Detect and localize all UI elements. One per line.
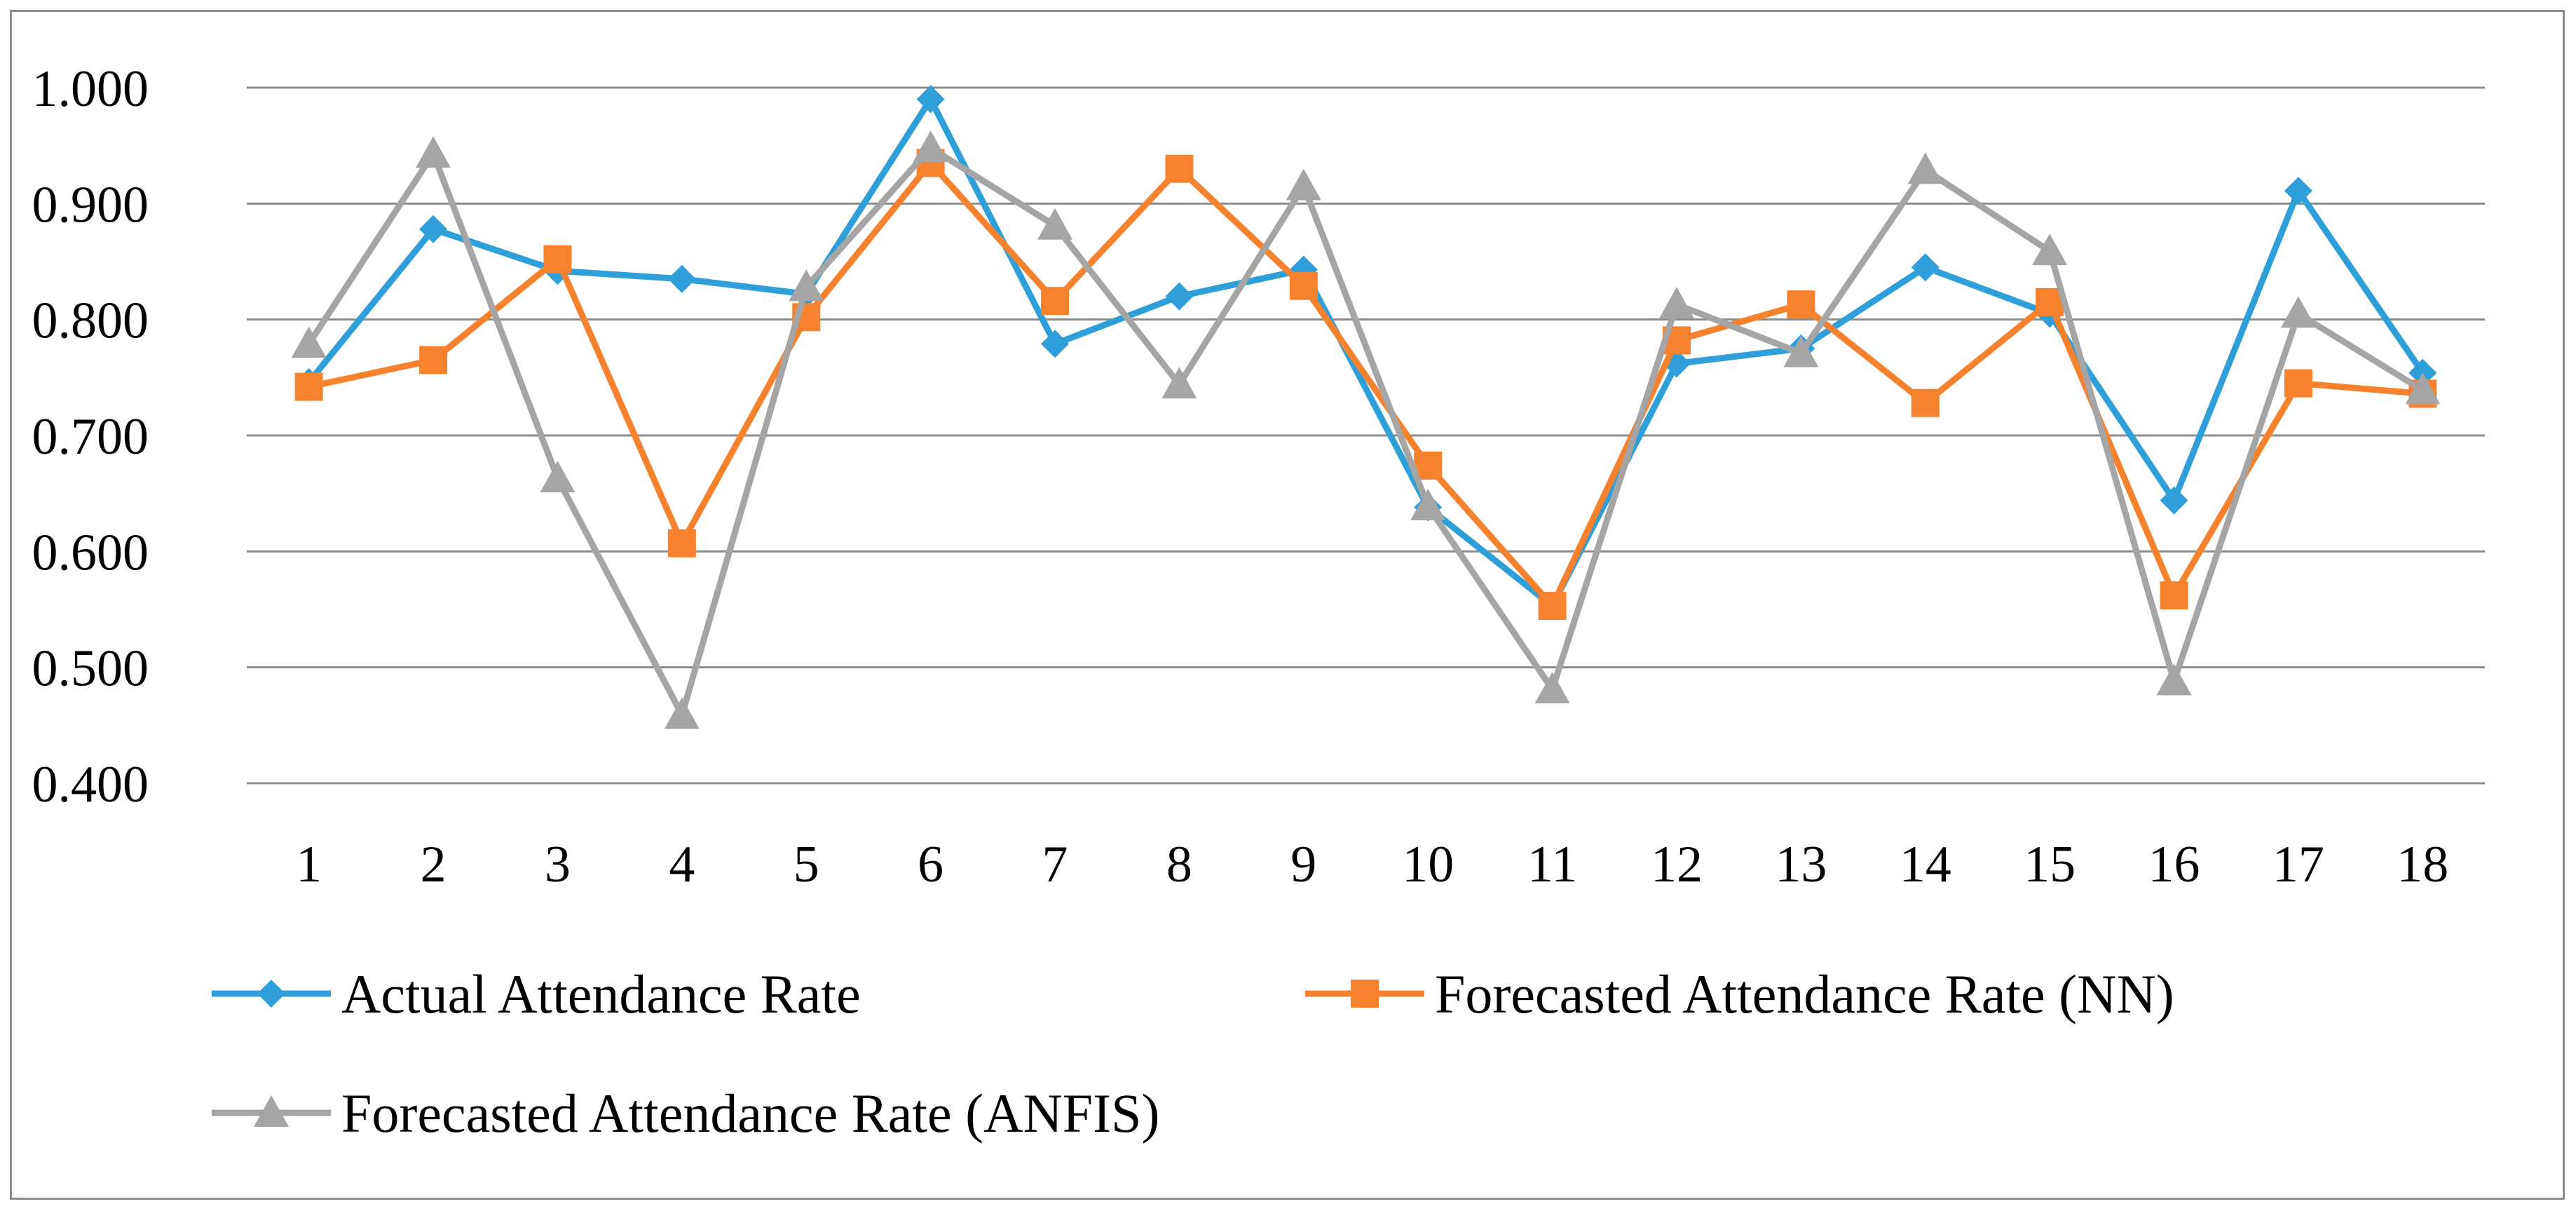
legend-marker xyxy=(257,980,285,1008)
series-lines xyxy=(291,85,2441,729)
x-tick-label: 4 xyxy=(669,836,695,893)
x-axis-ticks: 1 2 3 4 5 6 7 8 9 10 11 12 13 14 15 16 17 18 xyxy=(296,836,2448,893)
data-point xyxy=(667,264,696,293)
data-point xyxy=(1907,152,1943,184)
data-point xyxy=(1911,253,1940,282)
x-tick-label: 10 xyxy=(1402,836,1454,893)
data-point xyxy=(1037,208,1073,240)
data-point xyxy=(543,245,572,273)
x-tick-label: 17 xyxy=(2272,836,2324,893)
x-tick-label: 3 xyxy=(545,836,571,893)
data-point xyxy=(294,372,323,401)
x-tick-label: 18 xyxy=(2397,836,2448,893)
data-point xyxy=(1538,592,1567,621)
data-point xyxy=(540,461,575,493)
data-point xyxy=(1041,330,1070,358)
y-tick-label: 0.400 xyxy=(32,756,149,813)
series-3 xyxy=(291,130,2441,729)
data-point xyxy=(291,326,327,358)
data-point xyxy=(1911,388,1940,417)
series-line xyxy=(308,159,2423,609)
data-point xyxy=(1534,672,1570,704)
data-point xyxy=(2160,581,2188,610)
data-point xyxy=(1286,168,1321,201)
x-tick-label: 12 xyxy=(1651,836,1703,893)
data-point xyxy=(664,697,700,729)
series-2 xyxy=(294,149,2437,621)
data-point xyxy=(2284,369,2312,398)
legend-label: Forecasted Attendance Rate (NN) xyxy=(1435,963,2174,1024)
y-tick-label: 0.500 xyxy=(32,640,149,698)
y-tick-label: 0.900 xyxy=(32,176,149,234)
x-tick-label: 6 xyxy=(918,836,943,893)
legend-entry: Forecasted Attendance Rate (ANFIS) xyxy=(212,1083,1160,1144)
gridlines xyxy=(247,86,2485,785)
data-point xyxy=(1165,154,1194,183)
data-point xyxy=(789,269,824,302)
legend-label: Forecasted Attendance Rate (ANFIS) xyxy=(341,1083,1160,1144)
x-tick-label: 2 xyxy=(421,836,447,893)
data-point xyxy=(416,136,451,168)
data-point xyxy=(916,85,945,114)
data-point xyxy=(419,215,448,243)
data-point xyxy=(913,130,948,162)
y-tick-label: 0.700 xyxy=(32,408,149,466)
series-line xyxy=(306,144,2425,718)
data-point xyxy=(2156,663,2192,696)
x-tick-label: 7 xyxy=(1042,836,1068,893)
x-tick-label: 16 xyxy=(2148,836,2200,893)
y-axis-ticks: 0.400 0.500 0.600 0.700 0.800 0.900 1.000 xyxy=(32,60,149,813)
data-point xyxy=(1658,287,1694,319)
legend-entry: Actual Attendance Rate xyxy=(212,963,861,1024)
legend: Actual Attendance Rate Forecasted Attenda… xyxy=(212,963,2174,1144)
data-point xyxy=(667,529,696,557)
data-point xyxy=(2280,296,2316,328)
x-tick-label: 5 xyxy=(793,836,819,893)
x-tick-label: 9 xyxy=(1290,836,1316,893)
data-point xyxy=(1783,335,1819,367)
data-point xyxy=(2032,234,2068,266)
x-tick-label: 1 xyxy=(296,836,322,893)
data-point xyxy=(2160,486,2188,515)
legend-label: Actual Attendance Rate xyxy=(341,963,861,1024)
legend-entry: Forecasted Attendance Rate (NN) xyxy=(1305,963,2174,1024)
data-point xyxy=(1410,488,1446,520)
x-tick-label: 8 xyxy=(1166,836,1192,893)
y-tick-label: 0.600 xyxy=(32,524,149,581)
data-point xyxy=(1041,287,1070,316)
y-tick-label: 1.000 xyxy=(32,60,149,118)
data-point xyxy=(1161,367,1197,399)
data-point xyxy=(1787,290,1815,319)
y-tick-label: 0.800 xyxy=(32,292,149,350)
data-point xyxy=(2405,372,2441,405)
data-point xyxy=(419,346,448,374)
legend-marker xyxy=(254,1095,289,1127)
x-tick-label: 14 xyxy=(1900,836,1951,893)
legend-marker xyxy=(1351,980,1379,1008)
x-tick-label: 15 xyxy=(2024,836,2076,893)
data-point xyxy=(2284,177,2312,205)
x-tick-label: 11 xyxy=(1527,836,1577,893)
data-point xyxy=(1165,282,1194,311)
data-point xyxy=(1289,271,1318,300)
x-tick-label: 13 xyxy=(1775,836,1827,893)
